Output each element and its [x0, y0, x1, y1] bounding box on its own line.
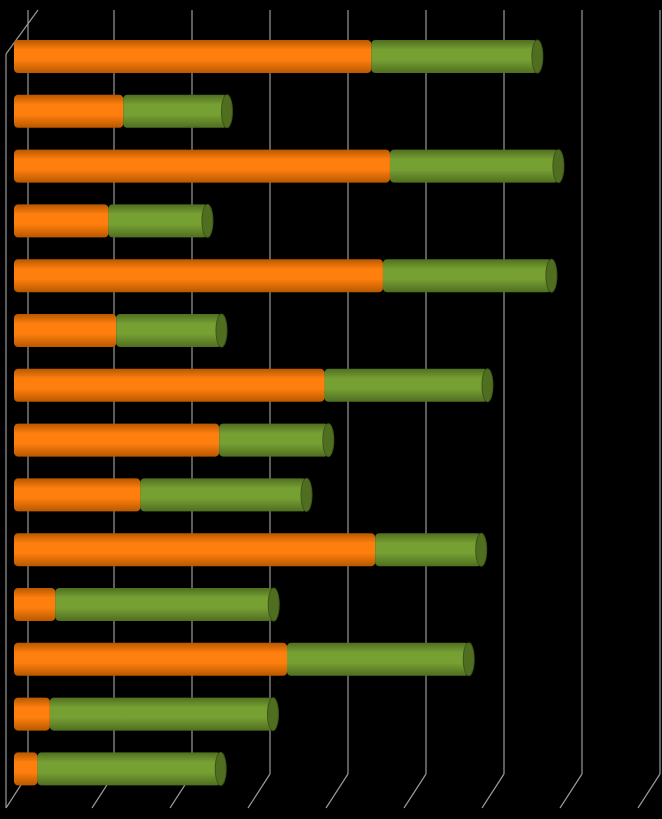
bar-end-cap	[214, 751, 227, 786]
bar-group	[14, 587, 280, 622]
gridline-floor	[403, 773, 427, 809]
gridline-floor	[637, 773, 661, 809]
bar-segment-series-1	[14, 94, 124, 128]
bar-segment-series-1	[14, 533, 376, 567]
bar-segment-series-2	[49, 697, 273, 731]
bar-end-cap	[475, 532, 488, 567]
bar-end-cap	[266, 697, 279, 732]
bar-group	[14, 368, 494, 403]
bar-end-cap	[552, 149, 565, 184]
bar-segment-series-1	[14, 642, 287, 676]
bar-end-cap	[545, 258, 558, 293]
bar-group	[14, 94, 233, 129]
bar-group	[14, 39, 544, 74]
bar-group	[14, 423, 335, 458]
gridlines	[5, 9, 661, 809]
bar-end-cap	[531, 39, 544, 74]
bar-segment-series-1	[14, 259, 383, 293]
bar-end-cap	[322, 423, 335, 458]
bar-segment-series-1	[14, 204, 109, 238]
bar-segment-series-1	[14, 478, 141, 512]
gridline-floor	[481, 773, 505, 809]
bar-group	[14, 258, 558, 293]
bar-segment-series-2	[324, 368, 488, 402]
bar-group	[14, 532, 488, 567]
gridline-floor	[559, 773, 583, 809]
bar-end-cap	[462, 642, 475, 677]
bar-segment-series-2	[219, 423, 329, 457]
bar-group	[14, 751, 227, 786]
bar-group	[14, 203, 214, 238]
gridline-floor	[247, 773, 271, 809]
gridline-wall-top	[5, 9, 39, 55]
bar-segment-series-1	[14, 752, 38, 786]
bar-segment-series-1	[14, 588, 56, 621]
bar-segment-series-1	[14, 697, 50, 731]
bar-end-cap	[215, 313, 228, 348]
bar-series	[14, 39, 565, 786]
bar-segment-series-2	[55, 588, 274, 621]
bar-end-cap	[267, 587, 280, 622]
bar-group	[14, 149, 565, 184]
bar-segment-series-2	[123, 94, 227, 128]
bar-end-cap	[201, 203, 214, 238]
gridline-floor	[325, 773, 349, 809]
bar-segment-series-1	[14, 423, 220, 457]
bar-segment-series-1	[14, 40, 372, 73]
bar-segment-series-2	[382, 259, 552, 293]
bar-segment-series-1	[14, 368, 325, 402]
bar-segment-series-2	[371, 40, 538, 73]
bar-segment-series-2	[108, 204, 208, 238]
bar-segment-series-2	[116, 314, 222, 347]
bar-end-cap	[300, 477, 313, 512]
bar-segment-series-1	[14, 314, 117, 347]
bar-segment-series-2	[140, 478, 307, 512]
bar-group	[14, 697, 279, 732]
bar-end-cap	[481, 368, 494, 403]
bar-segment-series-2	[287, 642, 469, 676]
bar-group	[14, 642, 475, 677]
bar-segment-series-2	[389, 149, 559, 183]
bar-group	[14, 477, 313, 512]
bar-segment-series-2	[37, 752, 221, 786]
bar-group	[14, 313, 228, 348]
bar-segment-series-2	[375, 533, 482, 567]
bar-end-cap	[220, 94, 233, 129]
bar-segment-series-1	[14, 149, 390, 183]
